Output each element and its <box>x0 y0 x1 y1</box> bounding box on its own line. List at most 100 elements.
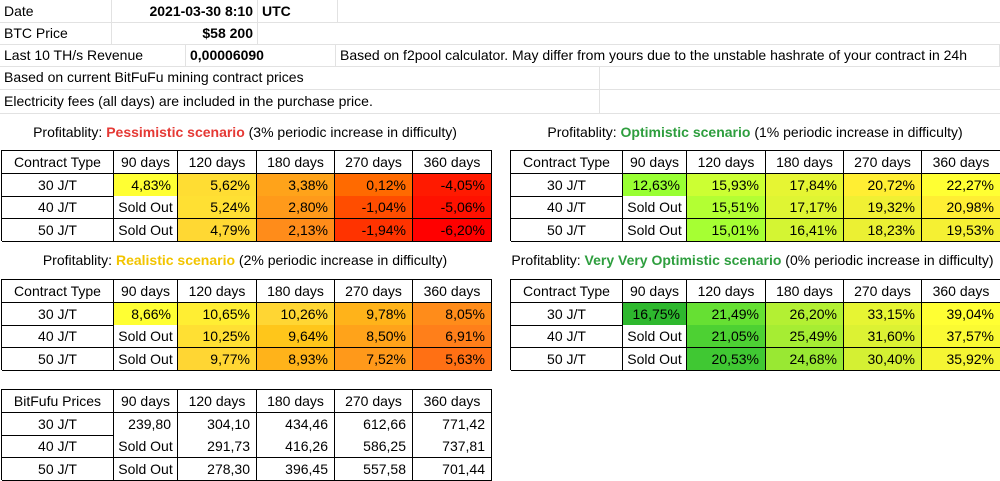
date-tz-cell[interactable]: UTC <box>258 0 338 23</box>
value-cell[interactable]: 434,46 <box>257 412 335 436</box>
value-cell[interactable]: 35,92% <box>922 347 1000 371</box>
column-header[interactable]: 120 days <box>178 390 257 413</box>
column-header[interactable]: Contract Type <box>2 151 114 174</box>
value-cell[interactable]: 8,93% <box>257 347 335 371</box>
row-label-contract-type[interactable]: 50 J/T <box>511 347 623 371</box>
value-cell[interactable]: Sold Out <box>114 435 178 458</box>
value-cell[interactable]: Sold Out <box>114 347 178 371</box>
btc-price-cell[interactable]: $58 200 <box>112 22 258 45</box>
value-cell[interactable]: 26,20% <box>766 302 844 326</box>
value-cell[interactable]: -6,20% <box>413 218 492 242</box>
value-cell[interactable]: 8,66% <box>114 302 178 326</box>
row-label-contract-type[interactable]: 30 J/T <box>2 412 114 436</box>
column-header[interactable]: 270 days <box>335 280 413 303</box>
column-header[interactable]: 360 days <box>413 390 492 413</box>
value-cell[interactable]: 5,24% <box>178 196 257 219</box>
column-header[interactable]: 120 days <box>178 151 257 174</box>
value-cell[interactable]: 612,66 <box>335 412 413 436</box>
value-cell[interactable]: 21,05% <box>687 325 766 348</box>
column-header[interactable]: 180 days <box>257 151 335 174</box>
row-label-contract-type[interactable]: 50 J/T <box>2 218 114 242</box>
value-cell[interactable]: -5,06% <box>413 196 492 219</box>
value-cell[interactable]: 15,51% <box>687 196 766 219</box>
column-header[interactable]: 180 days <box>766 151 844 174</box>
value-cell[interactable]: 20,53% <box>687 347 766 371</box>
value-cell[interactable]: Sold Out <box>114 196 178 219</box>
value-cell[interactable]: 7,52% <box>335 347 413 371</box>
column-header[interactable]: 360 days <box>413 151 492 174</box>
column-header[interactable]: 90 days <box>114 151 178 174</box>
value-cell[interactable]: 6,91% <box>413 325 492 348</box>
value-cell[interactable]: 21,49% <box>687 302 766 326</box>
value-cell[interactable]: 5,62% <box>178 173 257 197</box>
value-cell[interactable]: 3,38% <box>257 173 335 197</box>
value-cell[interactable]: 22,27% <box>922 173 1000 197</box>
row-label-contract-type[interactable]: 50 J/T <box>2 457 114 481</box>
revenue-note-cell[interactable]: Based on f2pool calculator. May differ f… <box>336 44 1000 67</box>
column-header[interactable]: 120 days <box>687 280 766 303</box>
value-cell[interactable]: Sold Out <box>114 457 178 481</box>
date-value-cell[interactable]: 2021-03-30 8:10 <box>112 0 258 23</box>
column-header[interactable]: 180 days <box>257 280 335 303</box>
column-header[interactable]: 180 days <box>257 390 335 413</box>
value-cell[interactable]: Sold Out <box>623 196 687 219</box>
btc-label-cell[interactable]: BTC Price <box>0 22 112 45</box>
column-header[interactable]: 120 days <box>178 280 257 303</box>
row-label-contract-type[interactable]: 40 J/T <box>2 325 114 348</box>
value-cell[interactable]: 0,12% <box>335 173 413 197</box>
value-cell[interactable]: 278,30 <box>178 457 257 481</box>
value-cell[interactable]: Sold Out <box>623 218 687 242</box>
value-cell[interactable]: 416,26 <box>257 435 335 458</box>
value-cell[interactable]: 8,50% <box>335 325 413 348</box>
value-cell[interactable]: 30,40% <box>844 347 922 371</box>
row-label-contract-type[interactable]: 30 J/T <box>2 173 114 197</box>
value-cell[interactable]: 20,98% <box>922 196 1000 219</box>
value-cell[interactable]: 9,64% <box>257 325 335 348</box>
row-label-contract-type[interactable]: 50 J/T <box>2 347 114 371</box>
value-cell[interactable]: 25,49% <box>766 325 844 348</box>
value-cell[interactable]: 396,45 <box>257 457 335 481</box>
value-cell[interactable]: 19,32% <box>844 196 922 219</box>
value-cell[interactable]: -4,05% <box>413 173 492 197</box>
row-label-contract-type[interactable]: 40 J/T <box>2 435 114 458</box>
value-cell[interactable]: -1,94% <box>335 218 413 242</box>
date-label-cell[interactable]: Date <box>0 0 112 23</box>
value-cell[interactable]: 15,93% <box>687 173 766 197</box>
value-cell[interactable]: Sold Out <box>114 325 178 348</box>
column-header[interactable]: 90 days <box>114 280 178 303</box>
value-cell[interactable]: 2,13% <box>257 218 335 242</box>
row-label-contract-type[interactable]: 50 J/T <box>511 218 623 242</box>
note-contract-prices-cell[interactable]: Based on current BitFuFu mining contract… <box>0 66 600 90</box>
note-electricity-cell[interactable]: Electricity fees (all days) are included… <box>0 90 600 114</box>
value-cell[interactable]: 24,68% <box>766 347 844 371</box>
value-cell[interactable]: 291,73 <box>178 435 257 458</box>
value-cell[interactable]: 20,72% <box>844 173 922 197</box>
value-cell[interactable]: Sold Out <box>114 218 178 242</box>
value-cell[interactable]: 12,63% <box>623 173 687 197</box>
column-header[interactable]: 270 days <box>335 390 413 413</box>
column-header[interactable]: 90 days <box>623 151 687 174</box>
value-cell[interactable]: 31,60% <box>844 325 922 348</box>
value-cell[interactable]: 8,05% <box>413 302 492 326</box>
row-label-contract-type[interactable]: 30 J/T <box>511 302 623 326</box>
value-cell[interactable]: 15,01% <box>687 218 766 242</box>
column-header[interactable]: BitFufu Prices <box>2 390 114 413</box>
value-cell[interactable]: 19,53% <box>922 218 1000 242</box>
value-cell[interactable]: 17,17% <box>766 196 844 219</box>
value-cell[interactable]: 17,84% <box>766 173 844 197</box>
value-cell[interactable]: 5,63% <box>413 347 492 371</box>
value-cell[interactable]: 557,58 <box>335 457 413 481</box>
value-cell[interactable]: -1,04% <box>335 196 413 219</box>
value-cell[interactable]: 239,80 <box>114 412 178 436</box>
value-cell[interactable]: 16,75% <box>623 302 687 326</box>
column-header[interactable]: 90 days <box>623 280 687 303</box>
value-cell[interactable]: 304,10 <box>178 412 257 436</box>
column-header[interactable]: 90 days <box>114 390 178 413</box>
revenue-value-cell[interactable]: 0,00006090 <box>186 44 336 67</box>
value-cell[interactable]: 10,26% <box>257 302 335 326</box>
row-label-contract-type[interactable]: 40 J/T <box>511 325 623 348</box>
value-cell[interactable]: 10,25% <box>178 325 257 348</box>
value-cell[interactable]: Sold Out <box>623 325 687 348</box>
column-header[interactable]: 360 days <box>922 280 1000 303</box>
column-header[interactable]: 360 days <box>413 280 492 303</box>
